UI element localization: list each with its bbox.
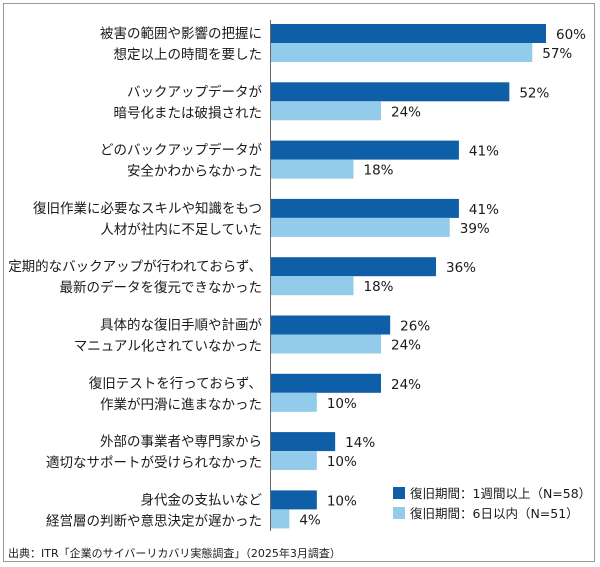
data-label: 52%	[519, 85, 549, 101]
bar-long-recovery	[271, 140, 459, 160]
data-label: 10%	[327, 493, 357, 509]
bar-long-recovery	[271, 82, 510, 102]
bar-short-recovery	[271, 451, 317, 471]
data-label: 60%	[556, 27, 586, 43]
category-label-line: 暗号化または破損された	[114, 105, 263, 121]
category-label: 外部の事業者や専門家から適切なサポートが受けられなかった	[46, 433, 262, 471]
bars-group: 被害の範囲や影響の把握に想定以上の時間を要した 60% 57% バックアップデータが暗…	[8, 24, 586, 529]
category-label: 復旧テストを行っておらず、作業が円滑に進まなかった	[89, 375, 262, 413]
bar-short-recovery	[271, 159, 354, 179]
category-label-line: 定期的なバックアップが行われておらず、	[8, 259, 262, 275]
bar-long-recovery	[271, 432, 336, 452]
data-label: 39%	[460, 221, 490, 237]
bar-long-recovery	[271, 490, 317, 510]
category-label: 被害の範囲や影響の把握に想定以上の時間を要した	[100, 25, 262, 63]
category-label-line: 復旧作業に必要なスキルや知識をもつ	[33, 200, 262, 217]
category-label-line: 外部の事業者や専門家から	[100, 433, 262, 450]
bar-short-recovery	[271, 276, 354, 296]
data-label: 18%	[364, 279, 394, 295]
data-label: 24%	[391, 104, 421, 120]
bar-long-recovery	[271, 257, 436, 277]
data-label: 10%	[327, 396, 357, 412]
data-label: 24%	[391, 377, 421, 393]
bar-short-recovery	[271, 43, 533, 62]
legend-label: 復旧期間：6日以内（N=51）	[410, 506, 579, 521]
data-label: 24%	[391, 338, 421, 354]
category-label: 身代金の支払いなど経営層の判断や意思決定が遅かった	[46, 492, 262, 529]
category-label-line: 作業が円滑に進まなかった	[100, 397, 262, 413]
data-label: 10%	[327, 454, 357, 470]
source-note: 出典：ITR「企業のサイバーリカバリ実態調査」（2025年3月調査）	[8, 546, 341, 560]
data-label: 4%	[299, 512, 321, 528]
data-label: 18%	[364, 163, 394, 179]
data-label: 36%	[446, 260, 476, 276]
category-label-line: 復旧テストを行っておらず、	[89, 375, 262, 392]
data-label: 41%	[469, 202, 499, 218]
chart-frame	[3, 3, 595, 562]
bar-long-recovery	[271, 373, 381, 393]
category-label-line: 人材が社内に不足していた	[100, 222, 262, 238]
category-label-line: バックアップデータが	[127, 83, 262, 100]
category-label: 復旧作業に必要なスキルや知識をもつ人材が社内に不足していた	[33, 200, 262, 238]
legend-swatch	[393, 487, 405, 499]
bar-short-recovery	[271, 334, 381, 354]
category-label-line: 想定以上の時間を要した	[114, 47, 263, 63]
bar-short-recovery	[271, 101, 381, 121]
category-label-line: 安全かわからなかった	[127, 163, 262, 180]
legend-label: 復旧期間：1週間以上（N=58）	[410, 486, 591, 501]
bar-long-recovery	[271, 24, 546, 43]
category-label-line: マニュアル化されていなかった	[74, 339, 262, 355]
data-label: 26%	[400, 319, 430, 335]
data-label: 41%	[469, 144, 499, 160]
category-label-line: 経営層の判断や意思決定が遅かった	[46, 512, 262, 529]
bar-short-recovery	[271, 217, 450, 237]
category-label-line: 具体的な復旧手順や計画が	[100, 317, 262, 334]
data-label: 57%	[542, 46, 572, 62]
data-label: 14%	[345, 435, 375, 451]
bar-short-recovery	[271, 392, 317, 412]
category-label-line: 身代金の支払いなど	[141, 492, 263, 508]
bar-long-recovery	[271, 315, 391, 335]
category-label-line: どのバックアップデータが	[100, 142, 262, 159]
category-label: 具体的な復旧手順や計画がマニュアル化されていなかった	[74, 317, 263, 355]
category-label: どのバックアップデータが安全かわからなかった	[100, 142, 262, 180]
category-label-line: 最新のデータを復元できなかった	[60, 279, 263, 296]
category-label: バックアップデータが暗号化または破損された	[114, 83, 263, 121]
category-label-line: 適切なサポートが受けられなかった	[46, 454, 262, 471]
bar-short-recovery	[271, 509, 290, 529]
legend-swatch	[393, 507, 405, 519]
bar-long-recovery	[271, 198, 459, 218]
category-label-line: 被害の範囲や影響の把握に	[100, 25, 262, 42]
legend: 復旧期間：1週間以上（N=58） 復旧期間：6日以内（N=51）	[393, 486, 591, 521]
category-label: 定期的なバックアップが行われておらず、最新のデータを復元できなかった	[8, 259, 262, 296]
